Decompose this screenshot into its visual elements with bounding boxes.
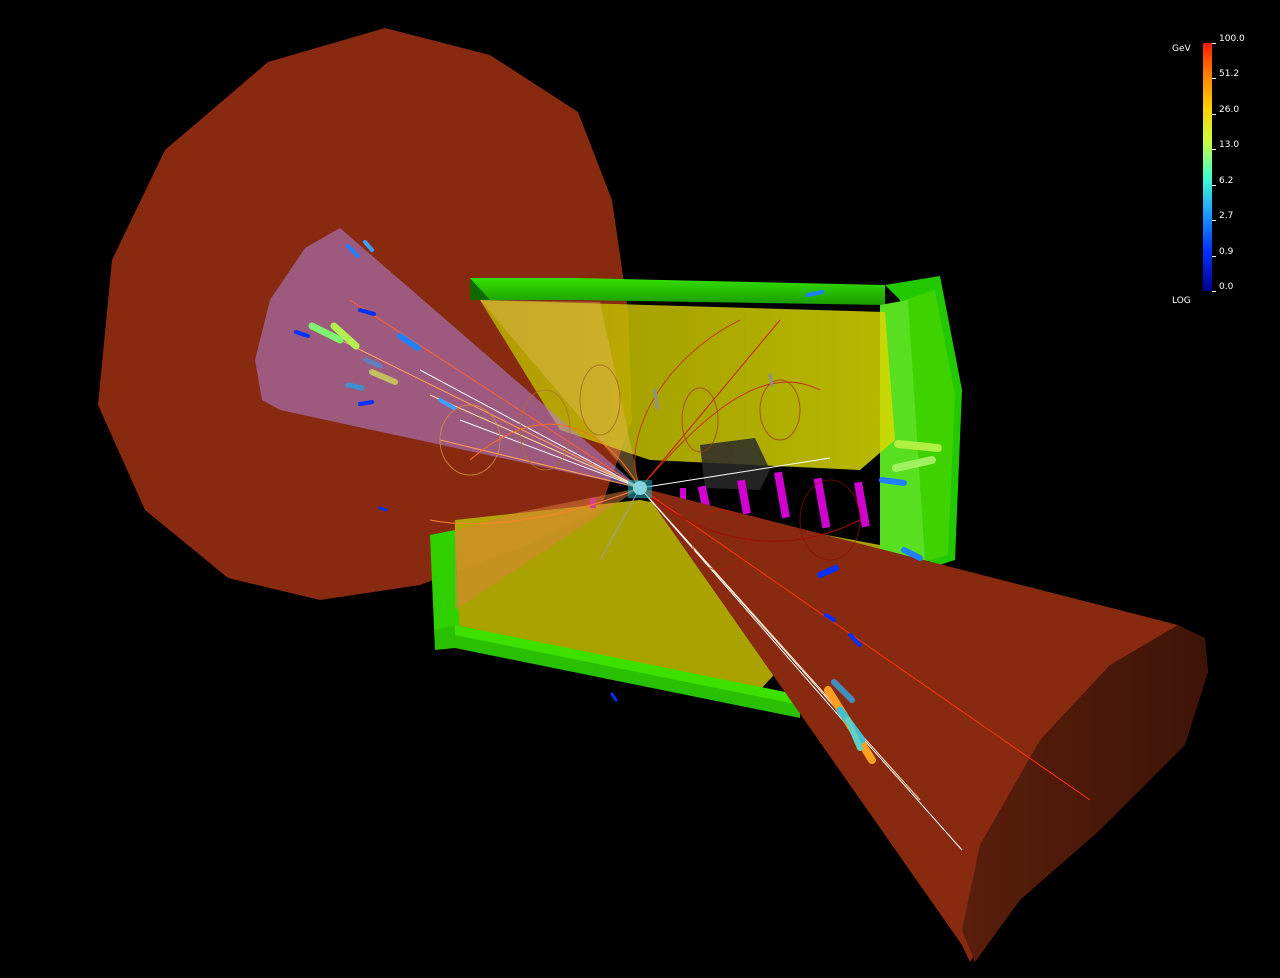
legend-tick-mark xyxy=(1212,114,1216,115)
legend-color-bar xyxy=(1203,43,1212,291)
legend-tick-label: 13.0 xyxy=(1219,140,1240,150)
legend-tick-label: 2.7 xyxy=(1219,211,1234,221)
legend-tick-mark xyxy=(1212,220,1216,221)
detector-frame-front xyxy=(430,530,800,718)
jet-cone xyxy=(255,228,640,488)
legend-tick-mark xyxy=(1212,78,1216,79)
legend-tick-label: 100.0 xyxy=(1219,34,1245,44)
legend-tick-mark xyxy=(1212,291,1216,292)
vertex-detector xyxy=(628,480,652,498)
energy-wedge xyxy=(455,488,640,610)
legend-tick-label: 51.2 xyxy=(1219,69,1240,79)
energy-color-legend: GeV 100.0 51.2 26.0 13.0 6.2 2.7 0.9 0.0… xyxy=(1160,34,1280,314)
legend-tick-label: 26.0 xyxy=(1219,105,1240,115)
legend-tick-label: 0.9 xyxy=(1219,247,1234,257)
legend-tick-mark xyxy=(1212,43,1216,44)
detector-frame xyxy=(470,276,962,568)
legend-unit-label: GeV xyxy=(1172,44,1191,54)
legend-tick-mark xyxy=(1212,149,1216,150)
legend-tick-mark xyxy=(1212,185,1216,186)
calorimeter-hits xyxy=(294,240,942,764)
beam-pipe-section xyxy=(700,438,770,490)
particle-tracks xyxy=(309,299,1091,851)
legend-tick-label: 6.2 xyxy=(1219,176,1234,186)
legend-scale-mode: LOG xyxy=(1172,296,1191,306)
barrel-volume-upper xyxy=(480,300,895,470)
calorimeter-cone-right-cap xyxy=(962,625,1208,962)
legend-tick-label: 0.0 xyxy=(1219,282,1234,292)
legend-tick-mark xyxy=(1212,256,1216,257)
